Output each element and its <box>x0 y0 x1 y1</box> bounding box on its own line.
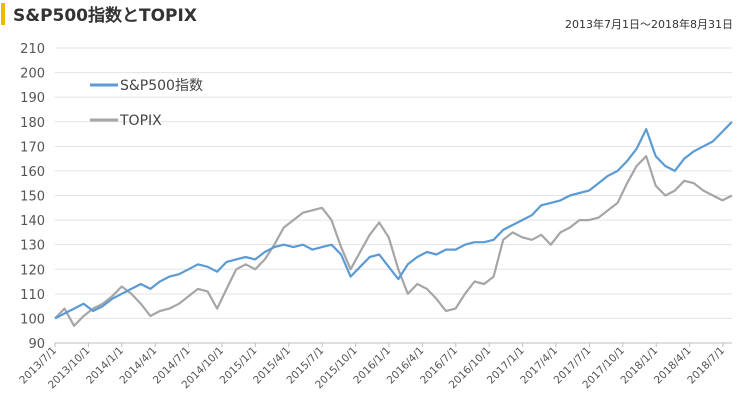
chart-title: S&P500指数とTOPIX <box>13 5 197 26</box>
series-line <box>54 155 733 327</box>
y-tick-label: 120 <box>20 263 45 278</box>
title-accent-bar <box>1 3 5 25</box>
legend-label: S&P500指数 <box>120 78 203 94</box>
y-tick-label: 100 <box>20 312 45 327</box>
x-axis: 2013/7/12013/10/12014/1/12014/4/12014/7/… <box>17 342 732 391</box>
x-tick-label: 2018/7/1 <box>685 345 727 387</box>
y-tick-label: 210 <box>20 42 45 57</box>
gridlines <box>55 47 732 344</box>
y-tick-label: 180 <box>20 116 45 131</box>
y-tick-label: 170 <box>20 140 45 155</box>
y-tick-label: 150 <box>20 190 45 205</box>
y-tick-label: 160 <box>20 165 45 180</box>
date-range: 2013年7月1日～2018年8月31日 <box>565 17 733 31</box>
y-tick-label: 190 <box>20 91 45 106</box>
legend-label: TOPIX <box>119 113 162 129</box>
y-tick-label: 130 <box>20 239 45 254</box>
y-axis: 90 100 110 120 130 140 150 160 170 180 190 200 210 <box>20 42 45 352</box>
y-tick-label: 110 <box>20 288 45 303</box>
y-tick-label: 200 <box>20 67 45 82</box>
y-tick-label: 90 <box>28 337 45 352</box>
y-tick-label: 140 <box>20 214 45 229</box>
legend: S&P500指数 TOPIX <box>90 78 203 129</box>
series-line <box>54 121 733 320</box>
series-lines <box>54 121 733 327</box>
